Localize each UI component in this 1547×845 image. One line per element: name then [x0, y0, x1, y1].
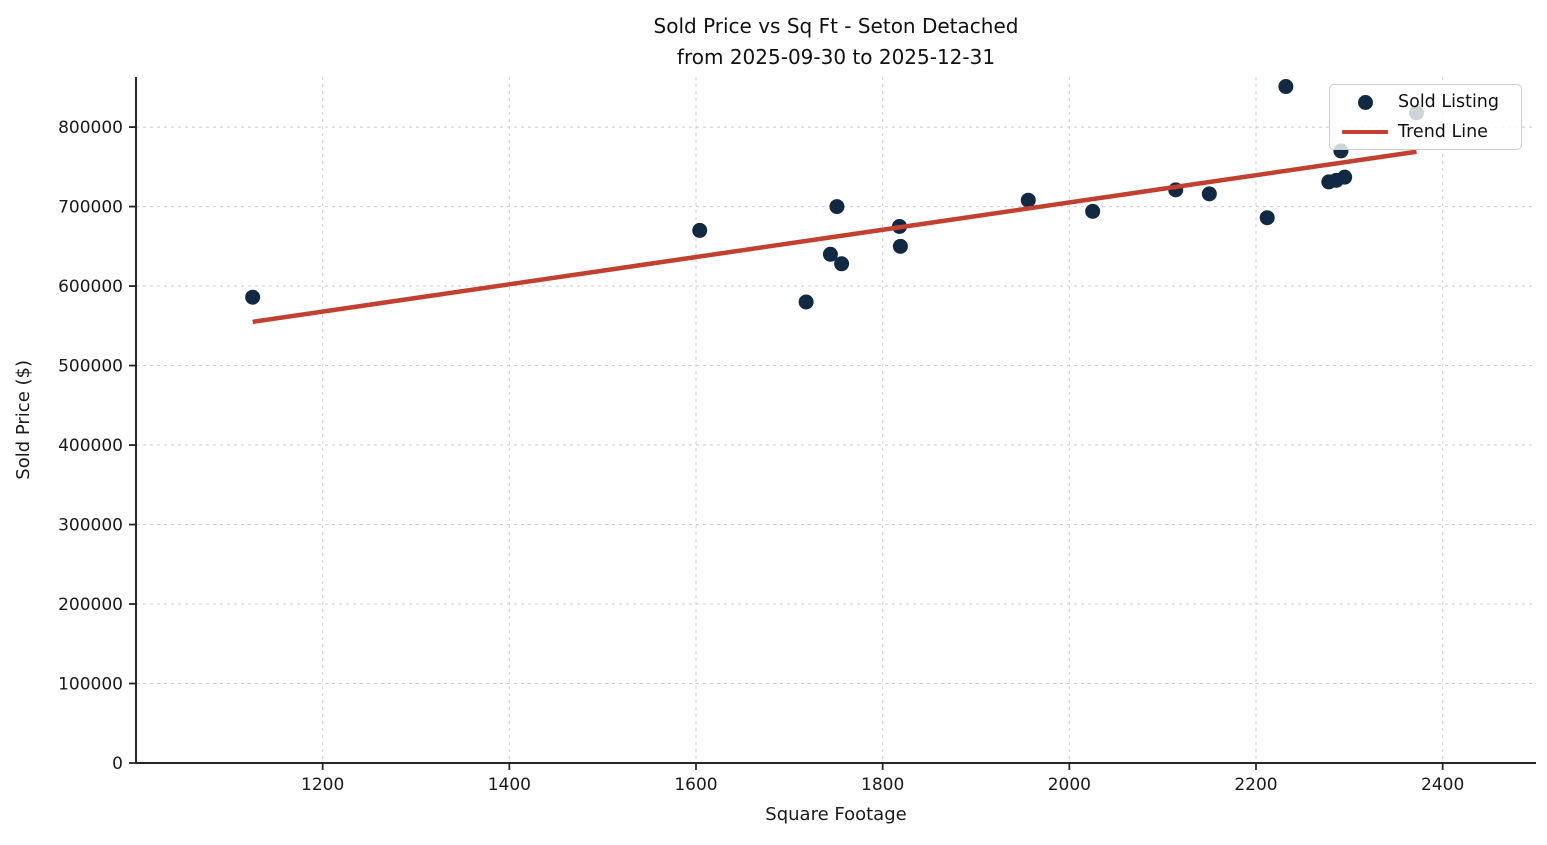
legend: Sold Listing Trend Line [1329, 84, 1522, 150]
y-tick-label: 800000 [58, 118, 123, 138]
scatter-point [798, 294, 814, 310]
sold-listing-marker-icon [1357, 94, 1373, 110]
x-tick-label: 2200 [1234, 775, 1277, 795]
scatter-point [1085, 203, 1101, 219]
legend-label-trend-line: Trend Line [1398, 121, 1488, 142]
y-tick-label: 200000 [58, 595, 123, 615]
y-axis-label-wrap: Sold Price ($) [6, 77, 40, 763]
y-tick-label: 400000 [58, 436, 123, 456]
chart-title-block: Sold Price vs Sq Ft - Seton Detached fro… [136, 11, 1536, 73]
chart-subtitle: from 2025-09-30 to 2025-12-31 [676, 45, 996, 69]
scatter-point [892, 238, 908, 254]
y-tick-label: 100000 [58, 675, 123, 695]
legend-label-sold-listing: Sold Listing [1398, 92, 1500, 113]
trend-line-marker-icon [1342, 129, 1388, 134]
x-tick-label: 1400 [488, 775, 531, 795]
scatter-point [245, 289, 261, 305]
scatter-point [1020, 192, 1036, 208]
legend-swatch [1340, 129, 1390, 134]
legend-item-sold-listing: Sold Listing [1340, 89, 1513, 116]
legend-swatch [1340, 94, 1390, 110]
y-axis-label: Sold Price ($) [12, 360, 34, 480]
y-tick-label: 0 [112, 754, 123, 774]
x-tick-label: 2400 [1421, 775, 1464, 795]
scatter-point [1278, 79, 1294, 95]
scatter-point [1201, 186, 1217, 202]
scatter-point [1337, 169, 1353, 185]
chart-title: Sold Price vs Sq Ft - Seton Detached [653, 14, 1019, 38]
y-tick-label: 600000 [58, 277, 123, 297]
scatter-point [829, 199, 845, 215]
x-tick-label: 1600 [674, 775, 717, 795]
scatter-point [822, 246, 838, 262]
x-tick-label: 2000 [1048, 775, 1091, 795]
y-tick-label: 700000 [58, 198, 123, 218]
scatter-point [692, 222, 708, 238]
y-tick-label: 300000 [58, 516, 123, 536]
scatter-point [1259, 210, 1275, 226]
y-tick-label: 500000 [58, 357, 123, 377]
legend-item-trend-line: Trend Line [1340, 119, 1513, 146]
x-tick-label: 1200 [301, 775, 344, 795]
x-tick-label: 1800 [861, 775, 904, 795]
trend-line [252, 149, 1417, 325]
x-axis-label: Square Footage [765, 804, 907, 825]
scatter-point [834, 256, 850, 272]
